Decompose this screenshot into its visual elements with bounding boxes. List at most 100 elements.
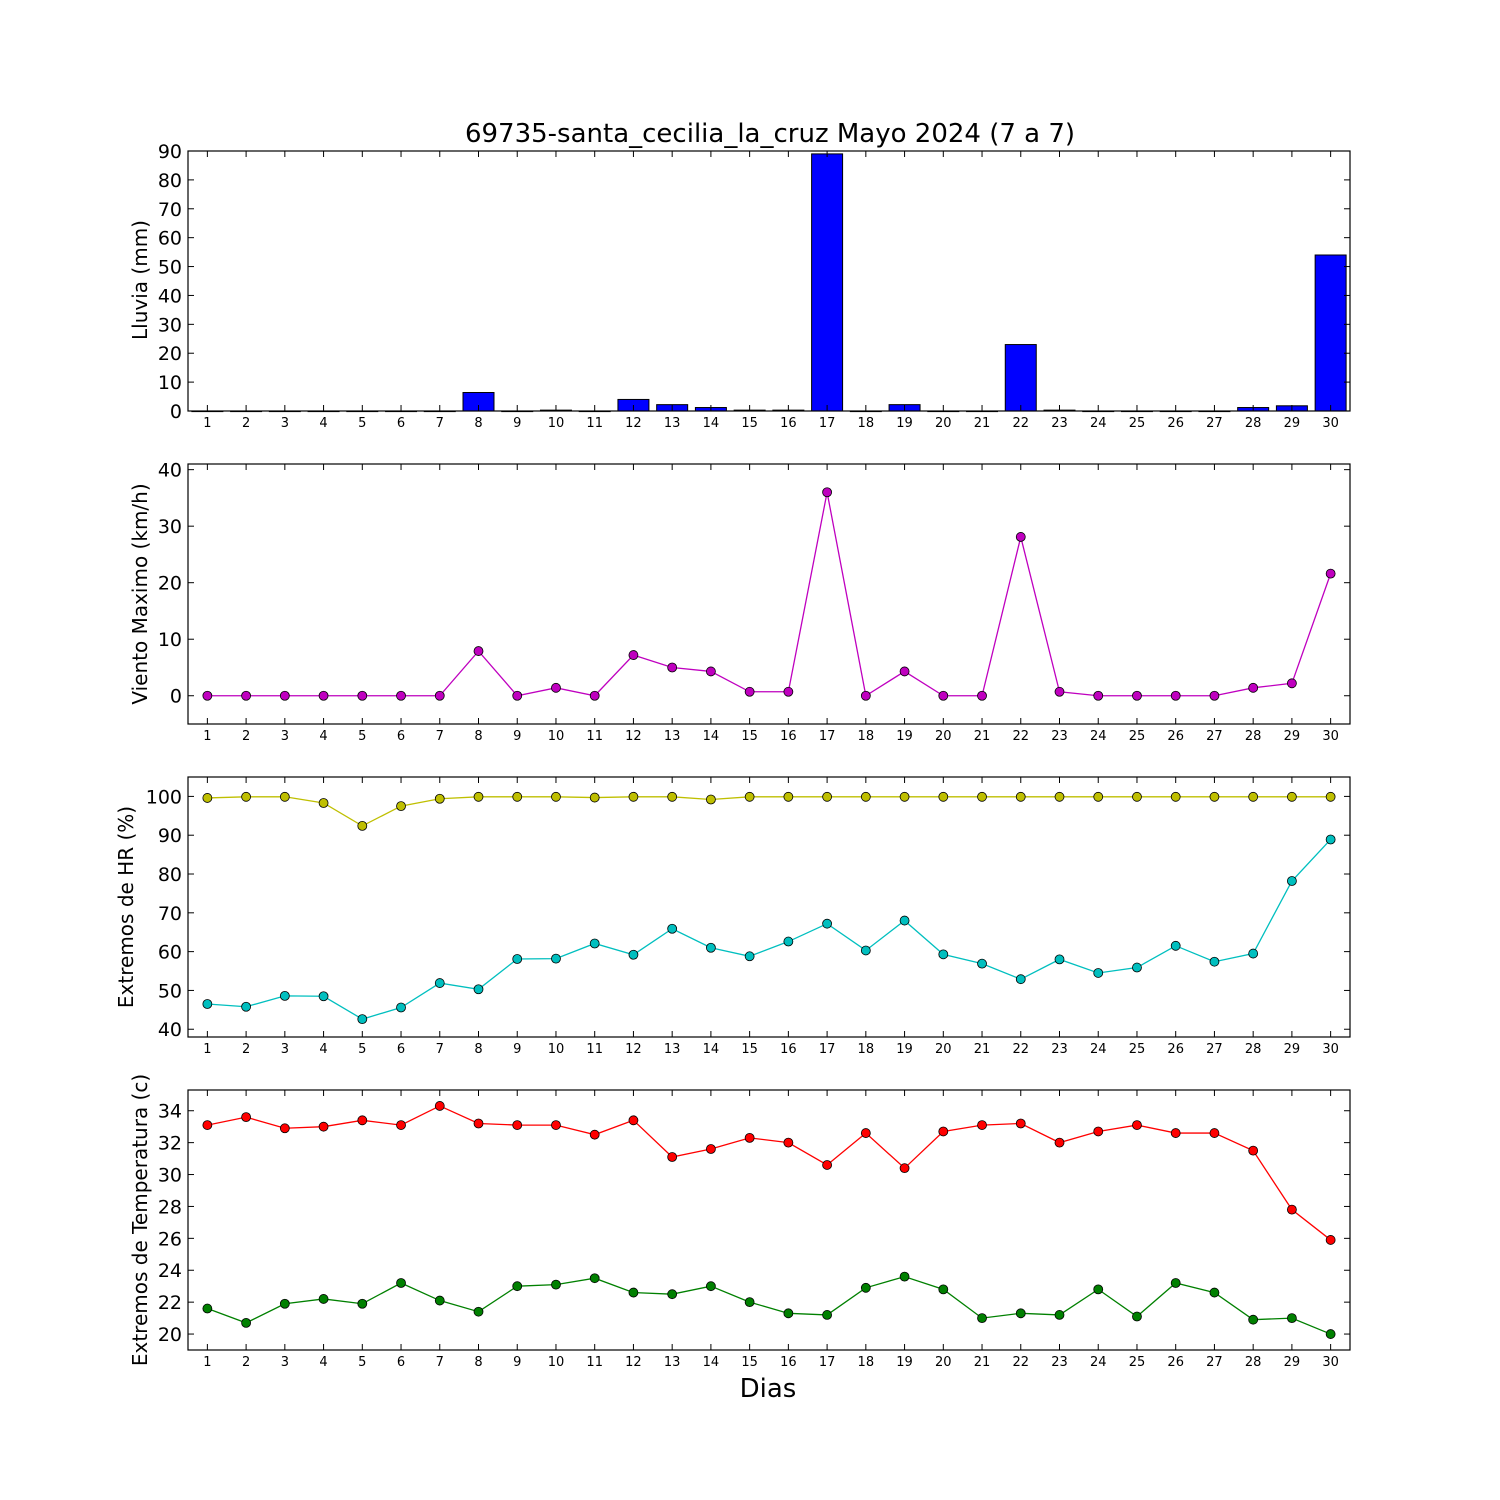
point-temperatura-0-day-22: [1015, 1118, 1026, 1129]
xtick-label-viento: 22: [1012, 729, 1029, 744]
ytick-label-lluvia: 20: [158, 343, 182, 365]
point-temperatura-0-day-11: [589, 1129, 600, 1140]
series-line-viento-0: [207, 492, 1332, 697]
xtick-label-viento: 28: [1245, 729, 1262, 744]
xtick-label-lluvia: 1: [203, 416, 211, 431]
xtick-label-viento: 13: [664, 729, 681, 744]
xtick-label-lluvia: 26: [1167, 416, 1184, 431]
point-hr-0-day-28: [1248, 791, 1259, 802]
xtick-label-viento: 14: [703, 729, 720, 744]
point-hr-1-day-16: [783, 936, 794, 947]
ytick-label-temperatura: 28: [158, 1196, 182, 1218]
xtick-label-hr: 1: [203, 1042, 211, 1057]
point-viento-0-day-2: [241, 690, 252, 701]
xtick-label-hr: 5: [358, 1042, 366, 1057]
xtick-label-viento: 26: [1167, 729, 1184, 744]
xtick-label-viento: 5: [358, 729, 366, 744]
xtick-label-hr: 25: [1129, 1042, 1146, 1057]
point-hr-0-day-19: [899, 791, 910, 802]
xtick-label-hr: 27: [1206, 1042, 1223, 1057]
ytick-label-lluvia: 10: [158, 372, 182, 394]
point-hr-0-day-2: [241, 791, 252, 802]
xtick-label-temperatura: 5: [358, 1355, 366, 1370]
point-temperatura-0-day-27: [1209, 1128, 1220, 1138]
xtick-label-temperatura: 24: [1090, 1355, 1107, 1370]
xtick-label-lluvia: 18: [858, 416, 875, 431]
point-hr-1-day-1: [202, 999, 213, 1009]
point-hr-0-day-20: [938, 791, 949, 802]
xtick-label-viento: 4: [319, 729, 327, 744]
point-viento-0-day-11: [589, 690, 600, 701]
point-temperatura-0-day-29: [1287, 1204, 1297, 1215]
xtick-label-viento: 3: [281, 729, 289, 744]
ytick-label-lluvia: 70: [158, 199, 182, 221]
xtick-label-viento: 29: [1284, 729, 1301, 744]
point-temperatura-0-day-25: [1132, 1120, 1142, 1130]
xtick-label-temperatura: 1: [203, 1355, 211, 1370]
point-hr-1-day-18: [860, 945, 871, 956]
xtick-label-lluvia: 19: [896, 416, 913, 431]
series-line-temperatura-1: [207, 1275, 1331, 1335]
ytick-label-temperatura: 34: [158, 1101, 182, 1123]
point-viento-0-day-18: [860, 690, 871, 701]
xtick-label-temperatura: 10: [548, 1355, 565, 1370]
point-hr-1-day-13: [667, 923, 678, 934]
point-hr-0-day-21: [977, 791, 987, 802]
xtick-label-hr: 8: [474, 1042, 482, 1057]
point-temperatura-1-day-1: [202, 1303, 213, 1314]
ytick-label-lluvia: 90: [158, 141, 182, 163]
point-temperatura-1-day-29: [1287, 1313, 1297, 1323]
xtick-label-viento: 11: [586, 729, 603, 744]
point-temperatura-0-day-14: [706, 1144, 716, 1154]
point-hr-1-day-23: [1054, 954, 1065, 965]
point-hr-0-day-7: [434, 793, 445, 804]
point-hr-1-day-19: [899, 915, 910, 926]
xtick-label-lluvia: 24: [1090, 416, 1107, 431]
point-hr-1-day-27: [1209, 956, 1220, 967]
point-hr-0-day-30: [1325, 791, 1336, 802]
point-temperatura-1-day-15: [744, 1297, 755, 1308]
point-temperatura-1-day-13: [667, 1289, 678, 1300]
point-viento-0-day-14: [706, 666, 716, 677]
point-temperatura-0-day-28: [1248, 1145, 1259, 1156]
xtick-label-lluvia: 11: [586, 416, 603, 431]
point-temperatura-1-day-27: [1209, 1287, 1220, 1298]
ytick-label-viento: 20: [158, 573, 182, 595]
point-temperatura-1-day-26: [1170, 1278, 1181, 1288]
xtick-label-lluvia: 9: [513, 416, 521, 431]
xtick-label-lluvia: 20: [935, 416, 952, 431]
xtick-label-lluvia: 13: [664, 416, 681, 431]
point-temperatura-1-day-16: [783, 1308, 794, 1319]
ytick-label-hr: 80: [158, 864, 182, 886]
xtick-label-hr: 11: [586, 1042, 603, 1057]
point-viento-0-day-15: [744, 686, 755, 697]
point-hr-1-day-15: [744, 951, 755, 962]
point-hr-0-day-11: [589, 792, 600, 803]
point-hr-0-day-10: [551, 791, 561, 802]
xtick-label-lluvia: 5: [358, 416, 366, 431]
point-viento-0-day-6: [396, 690, 406, 701]
point-temperatura-1-day-4: [318, 1294, 329, 1304]
xtick-label-viento: 2: [242, 729, 250, 744]
point-temperatura-0-day-17: [822, 1160, 832, 1170]
point-hr-1-day-10: [551, 953, 561, 964]
ytick-label-lluvia: 0: [170, 401, 182, 423]
point-viento-0-day-4: [318, 690, 329, 701]
ytick-label-lluvia: 60: [158, 228, 182, 250]
point-temperatura-1-day-8: [473, 1306, 484, 1317]
point-viento-0-day-26: [1170, 690, 1181, 701]
xtick-label-temperatura: 9: [513, 1355, 521, 1370]
point-temperatura-0-day-1: [202, 1120, 213, 1130]
point-viento-0-day-20: [938, 690, 949, 701]
xtick-label-hr: 12: [625, 1042, 642, 1057]
ytick-label-viento: 0: [170, 686, 182, 708]
point-viento-0-day-8: [473, 646, 484, 656]
xtick-label-viento: 6: [397, 729, 405, 744]
xtick-label-temperatura: 11: [586, 1355, 603, 1370]
ylabel-temperatura: Extremos de Temperatura (c): [128, 1074, 152, 1366]
point-hr-1-day-4: [318, 991, 329, 1002]
ylabel-viento: Viento Maximo (km/h): [128, 483, 152, 704]
point-temperatura-1-day-30: [1325, 1329, 1336, 1339]
point-temperatura-1-day-9: [512, 1281, 523, 1292]
ytick-label-temperatura: 24: [158, 1260, 182, 1282]
